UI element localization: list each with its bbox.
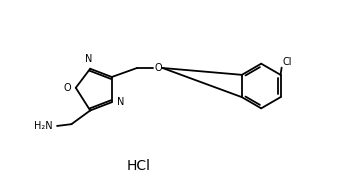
Text: H₂N: H₂N bbox=[34, 121, 53, 131]
Text: HCl: HCl bbox=[127, 159, 151, 173]
Text: O: O bbox=[154, 63, 162, 73]
Text: N: N bbox=[117, 97, 124, 107]
Text: N: N bbox=[85, 54, 92, 64]
Text: Cl: Cl bbox=[283, 57, 292, 67]
Text: O: O bbox=[63, 83, 71, 93]
